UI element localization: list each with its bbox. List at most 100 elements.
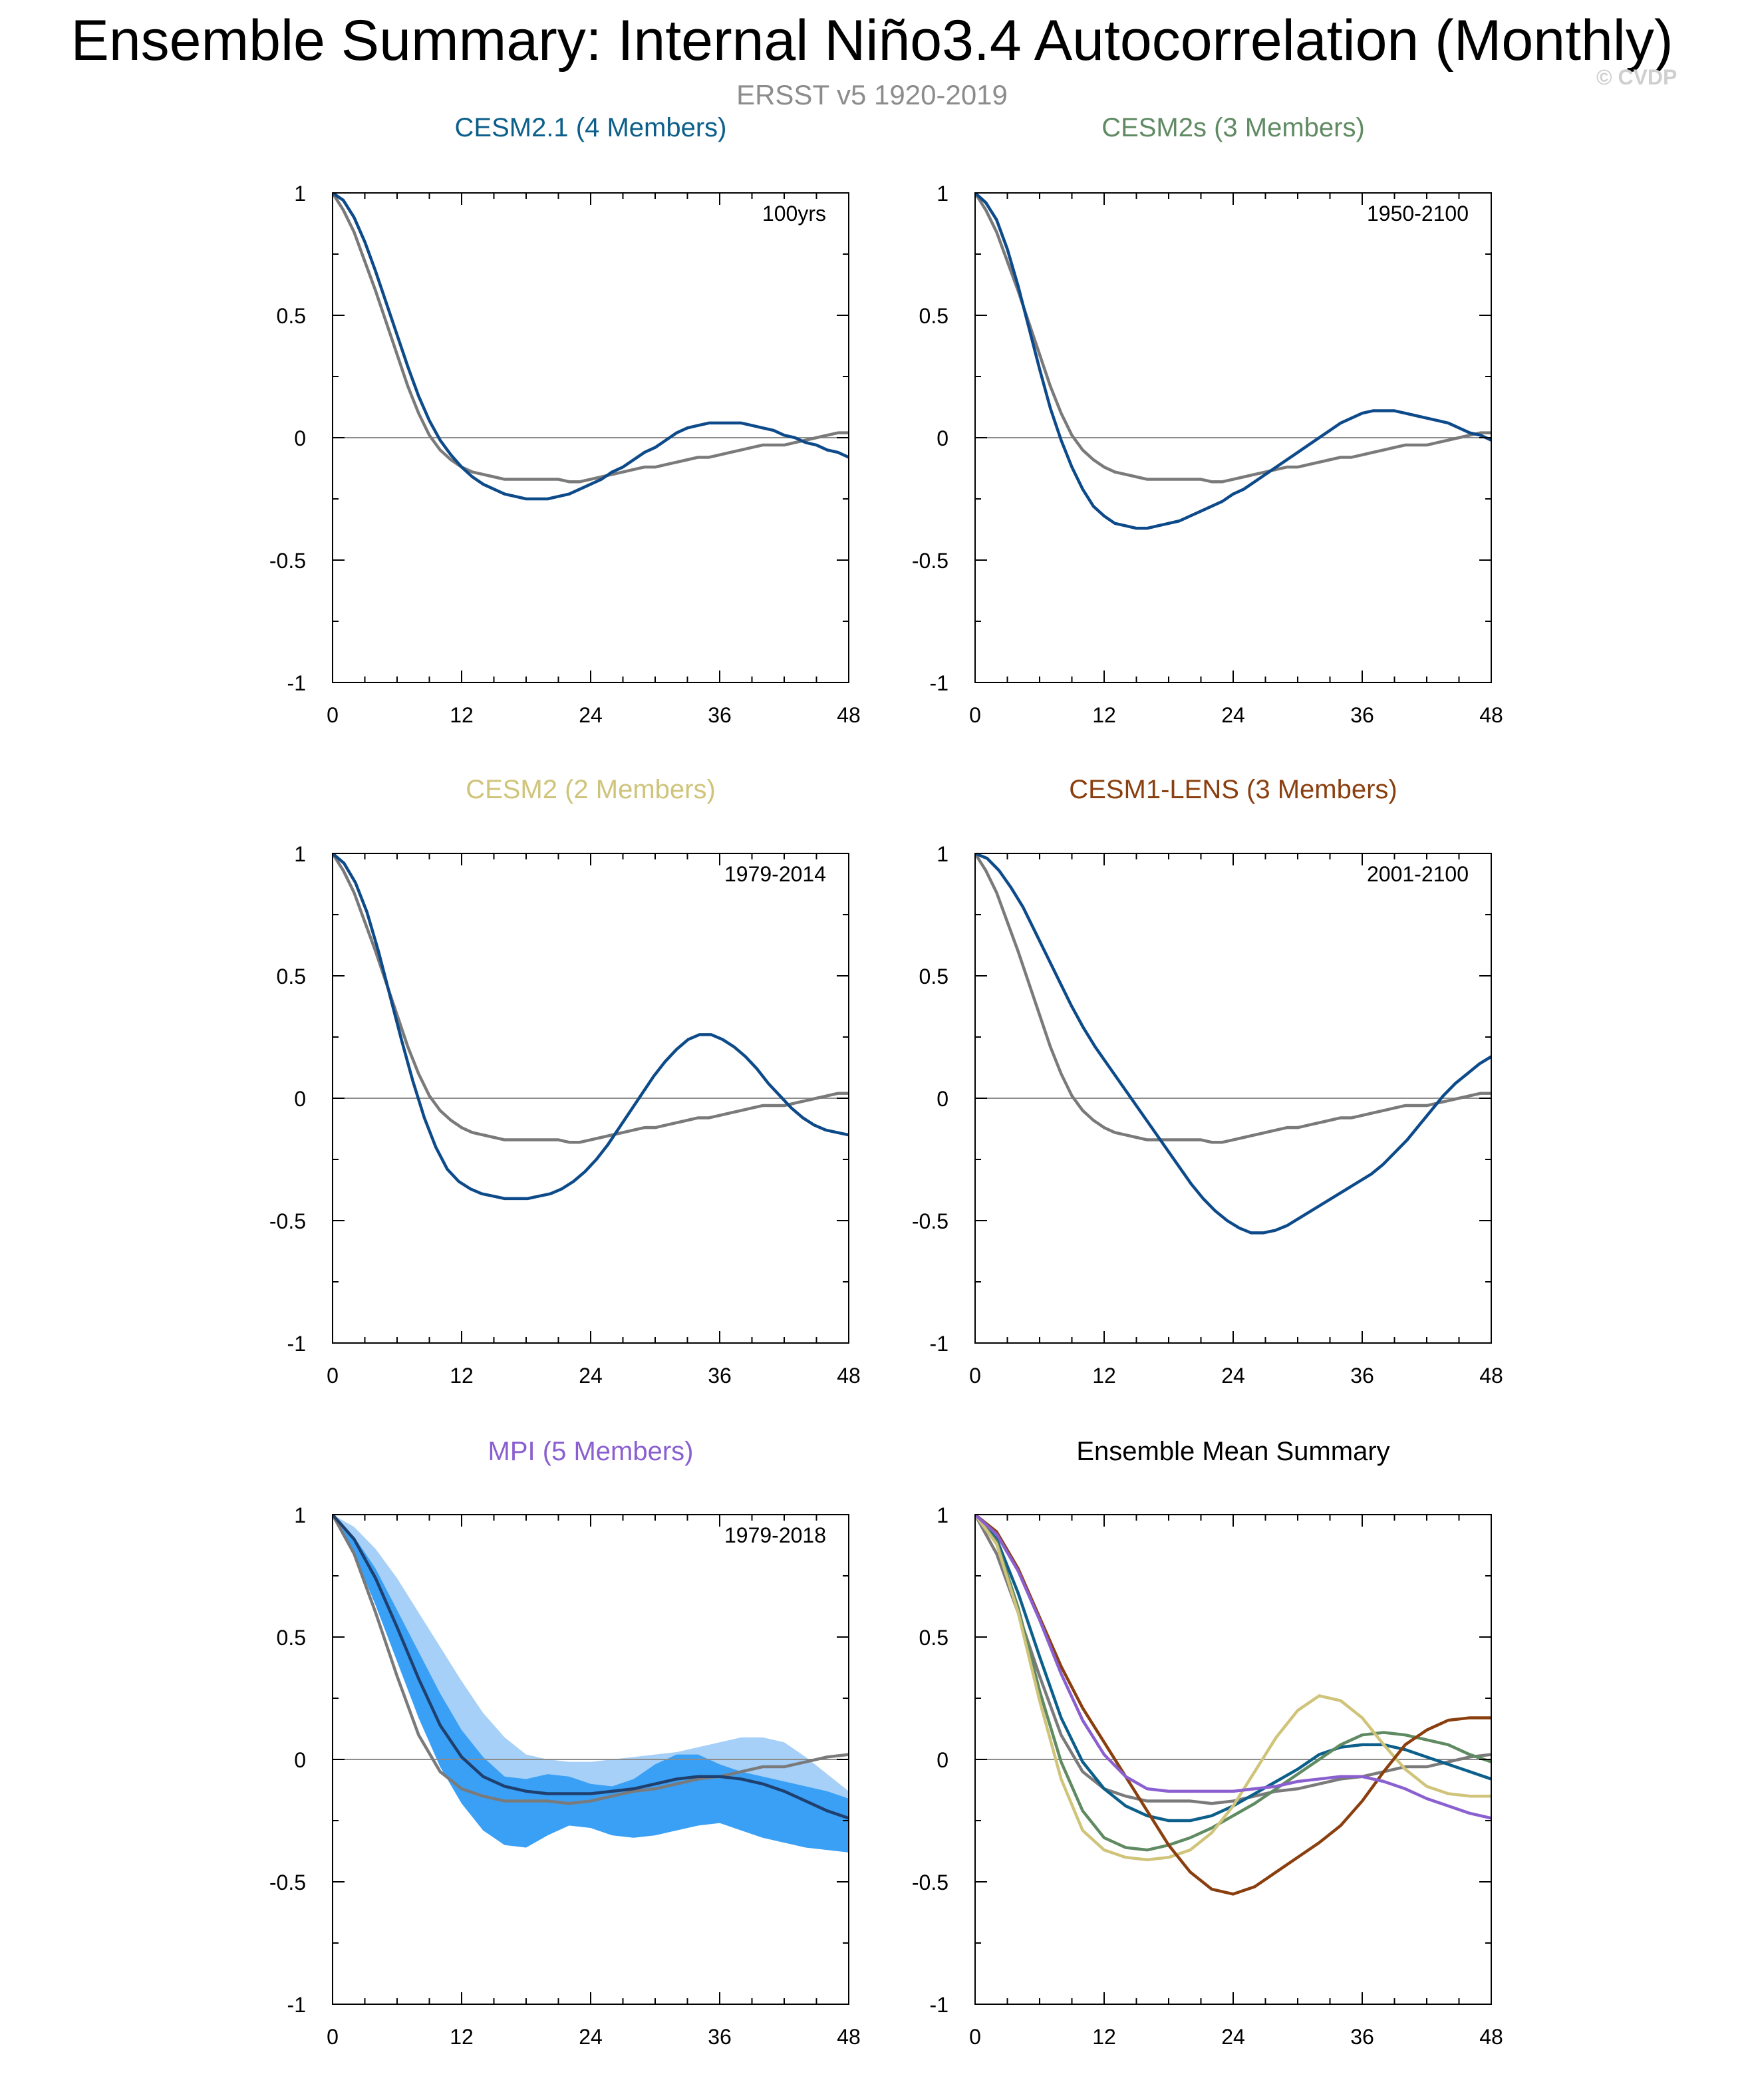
y-tick-label: -1 xyxy=(930,671,948,695)
y-tick-label: -0.5 xyxy=(912,549,948,573)
x-tick-label: 48 xyxy=(1479,1364,1503,1388)
series-line-cesm1-lens xyxy=(975,1515,1491,1896)
series-line-ensemble-mean xyxy=(333,193,849,501)
x-tick-label: 12 xyxy=(450,2025,474,2049)
x-tick-label: 12 xyxy=(450,1364,474,1388)
chart-panel-3: CESM2 (2 Members) 1 0.5 0 -0.5 -1 0 12 24 36 48 197… xyxy=(269,775,861,1388)
series-line-cesm2s xyxy=(975,1515,1491,1852)
series-line-mpi xyxy=(975,1515,1491,1820)
y-tick-label: 1 xyxy=(937,1503,948,1527)
plot-area xyxy=(975,1515,1491,1896)
x-tick-label: 12 xyxy=(1092,703,1116,727)
x-tick-label: 36 xyxy=(1350,2025,1374,2049)
x-tick-label: 48 xyxy=(1479,2025,1503,2049)
series-line-observations xyxy=(333,853,849,1144)
plot-area xyxy=(333,193,849,501)
series-line-observations xyxy=(975,853,1491,1144)
plot-area xyxy=(975,193,1491,530)
y-tick-label: 0.5 xyxy=(919,965,948,988)
chart-panel-6: Ensemble Mean Summary 1 0.5 0 -0.5 -1 0 12 24 36 4… xyxy=(912,1437,1503,2049)
y-tick-label: -1 xyxy=(930,1332,948,1356)
x-tick-label: 36 xyxy=(708,703,732,727)
x-tick-label: 12 xyxy=(1092,2025,1116,2049)
y-tick-label: -0.5 xyxy=(269,1209,306,1233)
y-tick-label: 0.5 xyxy=(277,304,306,328)
x-tick-label: 24 xyxy=(1221,703,1245,727)
series-line-ensemble-mean xyxy=(975,193,1491,530)
y-tick-label: 0.5 xyxy=(919,304,948,328)
x-tick-label: 24 xyxy=(579,2025,603,2049)
y-tick-label: 1 xyxy=(294,182,306,206)
y-tick-label: 1 xyxy=(937,182,948,206)
period-annotation: 100yrs xyxy=(762,202,826,225)
plot-area xyxy=(333,1515,849,1853)
series-line-ensemble-mean xyxy=(333,853,849,1201)
y-tick-label: 0.5 xyxy=(277,1626,306,1650)
x-tick-label: 24 xyxy=(1221,1364,1245,1388)
copyright-watermark: © CVDP xyxy=(1596,65,1677,89)
chart-panel-4: CESM1-LENS (3 Members) 1 0.5 0 -0.5 -1 0 12 24 36… xyxy=(912,775,1503,1388)
y-tick-label: 0 xyxy=(937,1087,948,1111)
period-annotation: 1979-2014 xyxy=(724,862,826,886)
plot-area xyxy=(333,853,849,1201)
x-tick-label: 12 xyxy=(450,703,474,727)
figure-title: Ensemble Summary: Internal Niño3.4 Autoc… xyxy=(71,9,1673,73)
chart-panel-1: CESM2.1 (4 Members) 1 0.5 0 -0.5 -1 0 12 24 36 48 1… xyxy=(269,113,861,727)
panel-title: CESM1-LENS (3 Members) xyxy=(1069,775,1397,804)
y-tick-label: 0 xyxy=(937,426,948,450)
x-tick-label: 36 xyxy=(708,2025,732,2049)
y-tick-label: -0.5 xyxy=(269,549,306,573)
x-tick-label: 24 xyxy=(1221,2025,1245,2049)
y-tick-label: 1 xyxy=(937,842,948,866)
x-tick-label: 12 xyxy=(1092,1364,1116,1388)
y-tick-label: 0 xyxy=(294,426,306,450)
x-tick-label: 0 xyxy=(969,1364,981,1388)
series-line-cesm2 xyxy=(975,1515,1491,1862)
series-line-ensemble-mean xyxy=(975,853,1491,1235)
panel-title: Ensemble Mean Summary xyxy=(1076,1437,1389,1466)
y-tick-label: -1 xyxy=(287,1332,306,1356)
y-tick-label: -0.5 xyxy=(912,1871,948,1894)
chart-panel-5: MPI (5 Members) 1 0.5 0 -0.5 -1 0 12 24 36 48 1979-… xyxy=(269,1437,861,2049)
y-tick-label: 0 xyxy=(937,1748,948,1772)
x-tick-label: 0 xyxy=(969,2025,981,2049)
y-tick-label: 0 xyxy=(294,1748,306,1772)
plot-area xyxy=(975,853,1491,1235)
x-tick-label: 36 xyxy=(1350,1364,1374,1388)
x-tick-label: 24 xyxy=(579,1364,603,1388)
panel-title: MPI (5 Members) xyxy=(488,1437,694,1466)
x-tick-label: 48 xyxy=(837,2025,861,2049)
x-tick-label: 0 xyxy=(327,703,339,727)
y-tick-label: -1 xyxy=(930,1993,948,2017)
period-annotation: 2001-2100 xyxy=(1367,862,1469,886)
series-line-observations xyxy=(975,1515,1491,1805)
chart-panel-2: CESM2s (3 Members) 1 0.5 0 -0.5 -1 0 12 24 36 48 19… xyxy=(912,113,1503,727)
figure-subtitle: ERSST v5 1920-2019 xyxy=(736,79,1008,110)
x-tick-label: 48 xyxy=(837,1364,861,1388)
panel-title: CESM2.1 (4 Members) xyxy=(455,113,727,142)
y-tick-label: 0 xyxy=(294,1087,306,1111)
series-line-ensemble-mean xyxy=(333,1515,849,1820)
x-tick-label: 0 xyxy=(969,703,981,727)
series-line-observations xyxy=(333,193,849,484)
panel-title: CESM2s (3 Members) xyxy=(1101,113,1365,142)
x-tick-label: 48 xyxy=(837,703,861,727)
x-tick-label: 0 xyxy=(327,2025,339,2049)
period-annotation: 1950-2100 xyxy=(1367,202,1469,225)
y-tick-label: 0.5 xyxy=(277,965,306,988)
y-tick-label: -1 xyxy=(287,1993,306,2017)
series-line-observations xyxy=(333,1515,849,1805)
series-line-observations xyxy=(975,193,1491,484)
y-tick-label: 1 xyxy=(294,1503,306,1527)
x-tick-label: 24 xyxy=(579,703,603,727)
x-tick-label: 48 xyxy=(1479,703,1503,727)
panel-title: CESM2 (2 Members) xyxy=(466,775,716,804)
x-tick-label: 36 xyxy=(708,1364,732,1388)
x-tick-label: 0 xyxy=(327,1364,339,1388)
x-tick-label: 36 xyxy=(1350,703,1374,727)
inner-range-band xyxy=(333,1515,849,1853)
y-tick-label: 1 xyxy=(294,842,306,866)
period-annotation: 1979-2018 xyxy=(724,1523,826,1547)
y-tick-label: -0.5 xyxy=(912,1209,948,1233)
y-tick-label: -1 xyxy=(287,671,306,695)
